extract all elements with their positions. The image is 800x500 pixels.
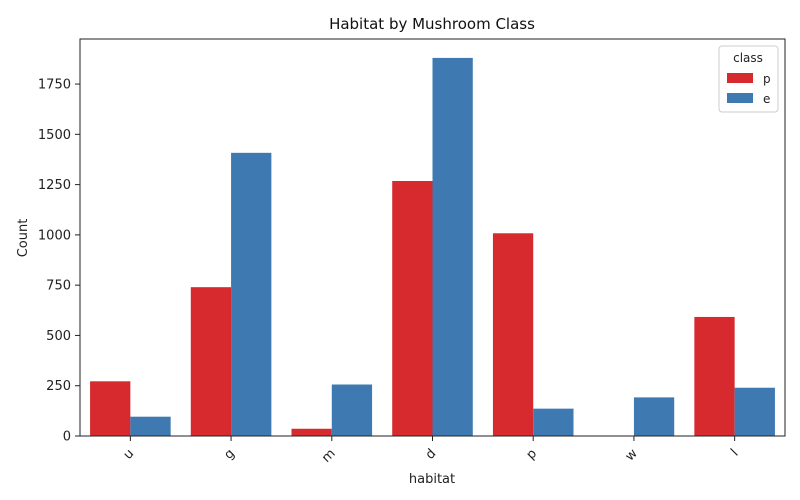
bar-p-p [492, 233, 534, 436]
x-tick-label: g [221, 446, 237, 462]
bar-e-m [331, 384, 373, 436]
bar-p-l [694, 316, 735, 436]
legend-entries: pe [727, 72, 771, 106]
legend-label-p: p [763, 72, 771, 86]
y-tick-label: 500 [46, 329, 71, 344]
x-tick-label: p [524, 446, 540, 462]
y-tick-label: 250 [46, 379, 71, 394]
legend-swatch-p [727, 73, 753, 83]
y-tick-label: 750 [46, 279, 71, 294]
bar-e-u [130, 416, 171, 436]
y-axis: 0 250 500 750 1000 1250 1500 1750 [38, 78, 80, 445]
x-tick-label: w [623, 446, 641, 464]
legend: class pe [718, 45, 779, 113]
y-tick-label: 1250 [38, 178, 71, 193]
x-tick-label: l [728, 446, 741, 459]
legend-title: class [733, 51, 763, 65]
x-tick-label: u [121, 446, 137, 462]
bar-e-w [633, 397, 675, 436]
y-tick-label: 1500 [38, 128, 71, 143]
bar-e-l [734, 387, 775, 436]
bar-e-g [231, 152, 272, 436]
y-tick-label: 1000 [38, 228, 71, 243]
legend-swatch-e [727, 93, 753, 103]
plot-frame [79, 38, 786, 437]
chart-title: Habitat by Mushroom Class [329, 15, 535, 33]
bar-p-g [190, 287, 232, 436]
bar-e-d [432, 57, 473, 437]
y-tick-label: 0 [63, 430, 71, 445]
y-tick-label: 1750 [38, 78, 71, 93]
bar-p-u [90, 381, 131, 436]
bar-p-m [291, 428, 332, 436]
bar-e-p [533, 408, 574, 436]
x-axis-label: habitat [409, 472, 455, 487]
bar-p-d [392, 180, 433, 436]
x-tick-label: m [319, 446, 339, 466]
legend-label-e: e [763, 92, 770, 106]
y-axis-label: Count [16, 219, 31, 258]
x-tick-label: d [423, 446, 439, 462]
bars-group [90, 57, 775, 437]
